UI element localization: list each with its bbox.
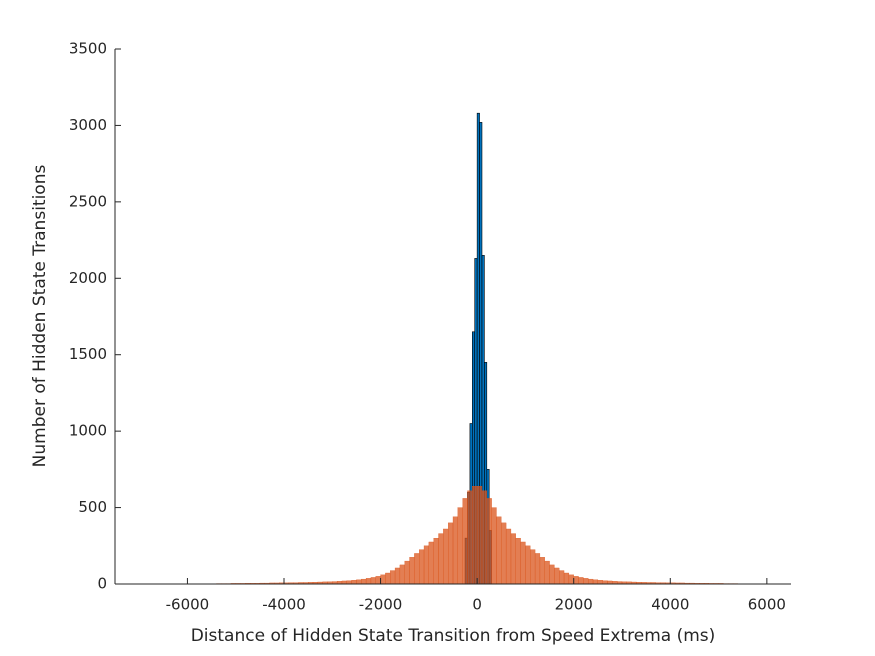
histogram-bar — [568, 574, 574, 585]
y-tick-label: 0 — [97, 575, 107, 593]
histogram-bar — [501, 522, 507, 585]
histogram-bar — [520, 541, 526, 585]
histogram-bar — [588, 578, 594, 585]
histogram-bar — [515, 537, 521, 585]
histogram-bar — [505, 528, 512, 585]
x-tick-label: -4000 — [262, 596, 306, 614]
histogram-bar — [385, 572, 391, 585]
y-tick-label: 500 — [78, 498, 107, 516]
histogram-bar — [346, 580, 352, 585]
histogram-bar — [375, 576, 381, 585]
x-tick-label: 6000 — [748, 596, 786, 614]
histogram-bar — [462, 498, 468, 585]
histogram-bar — [525, 545, 531, 585]
histogram-bar — [448, 522, 454, 585]
y-tick-label: 1500 — [69, 345, 107, 363]
x-tick-label: 2000 — [555, 596, 593, 614]
x-tick-label: 4000 — [651, 596, 689, 614]
histogram-bar — [583, 578, 589, 585]
x-tick-label: -6000 — [166, 596, 210, 614]
histogram-bar — [443, 528, 449, 585]
histogram-bar — [530, 549, 536, 585]
histogram-bar — [370, 577, 376, 585]
histogram-bar — [404, 560, 410, 585]
y-tick-label: 2000 — [69, 269, 107, 287]
histogram-bar — [534, 553, 541, 585]
histogram-bar — [361, 578, 367, 585]
y-tick-label: 2500 — [69, 192, 107, 210]
histogram-bar — [597, 580, 603, 585]
y-tick-label: 3000 — [69, 116, 107, 134]
histogram-bar — [476, 486, 483, 585]
histogram-bar — [549, 564, 555, 585]
histogram-bar — [544, 560, 550, 585]
histogram-bar — [399, 564, 405, 585]
histogram-bar — [433, 537, 439, 585]
histogram-bar — [351, 580, 357, 585]
histogram-bar — [472, 486, 478, 585]
histogram-bar — [592, 579, 599, 585]
histogram-bar — [423, 545, 430, 585]
histogram-bar — [390, 570, 396, 585]
histogram-bar — [602, 580, 608, 585]
histogram-bar — [380, 574, 386, 585]
histogram-bar — [481, 490, 487, 585]
histogram-bar — [578, 577, 584, 585]
histogram-bar — [573, 576, 579, 585]
histogram-bar — [356, 579, 362, 585]
y-axis-label: Number of Hidden State Transitions — [30, 165, 50, 468]
y-tick-label: 3500 — [69, 40, 107, 58]
y-tick-label: 1000 — [69, 422, 107, 440]
histogram-bar — [457, 507, 463, 585]
histogram-bar — [409, 557, 415, 585]
histogram-bar — [496, 516, 502, 585]
x-axis-label: Distance of Hidden State Transition from… — [191, 626, 716, 646]
histogram-bar — [559, 570, 565, 585]
histogram-bar — [438, 533, 444, 585]
histogram-bar — [365, 578, 372, 585]
histogram-bar — [486, 498, 492, 585]
histogram-bar — [419, 549, 425, 585]
histogram-bar — [467, 490, 473, 585]
histogram-bar — [428, 541, 434, 585]
x-tick-label: 0 — [472, 596, 482, 614]
histogram-bar — [491, 507, 497, 585]
histogram-bar — [563, 572, 570, 585]
histogram-bar — [414, 553, 420, 585]
histogram-bar — [394, 567, 401, 585]
x-tick-label: -2000 — [359, 596, 403, 614]
histogram-bar — [539, 557, 545, 585]
histogram-bar — [510, 533, 516, 585]
histogram-bar — [554, 567, 560, 585]
histogram-bar — [452, 516, 458, 585]
